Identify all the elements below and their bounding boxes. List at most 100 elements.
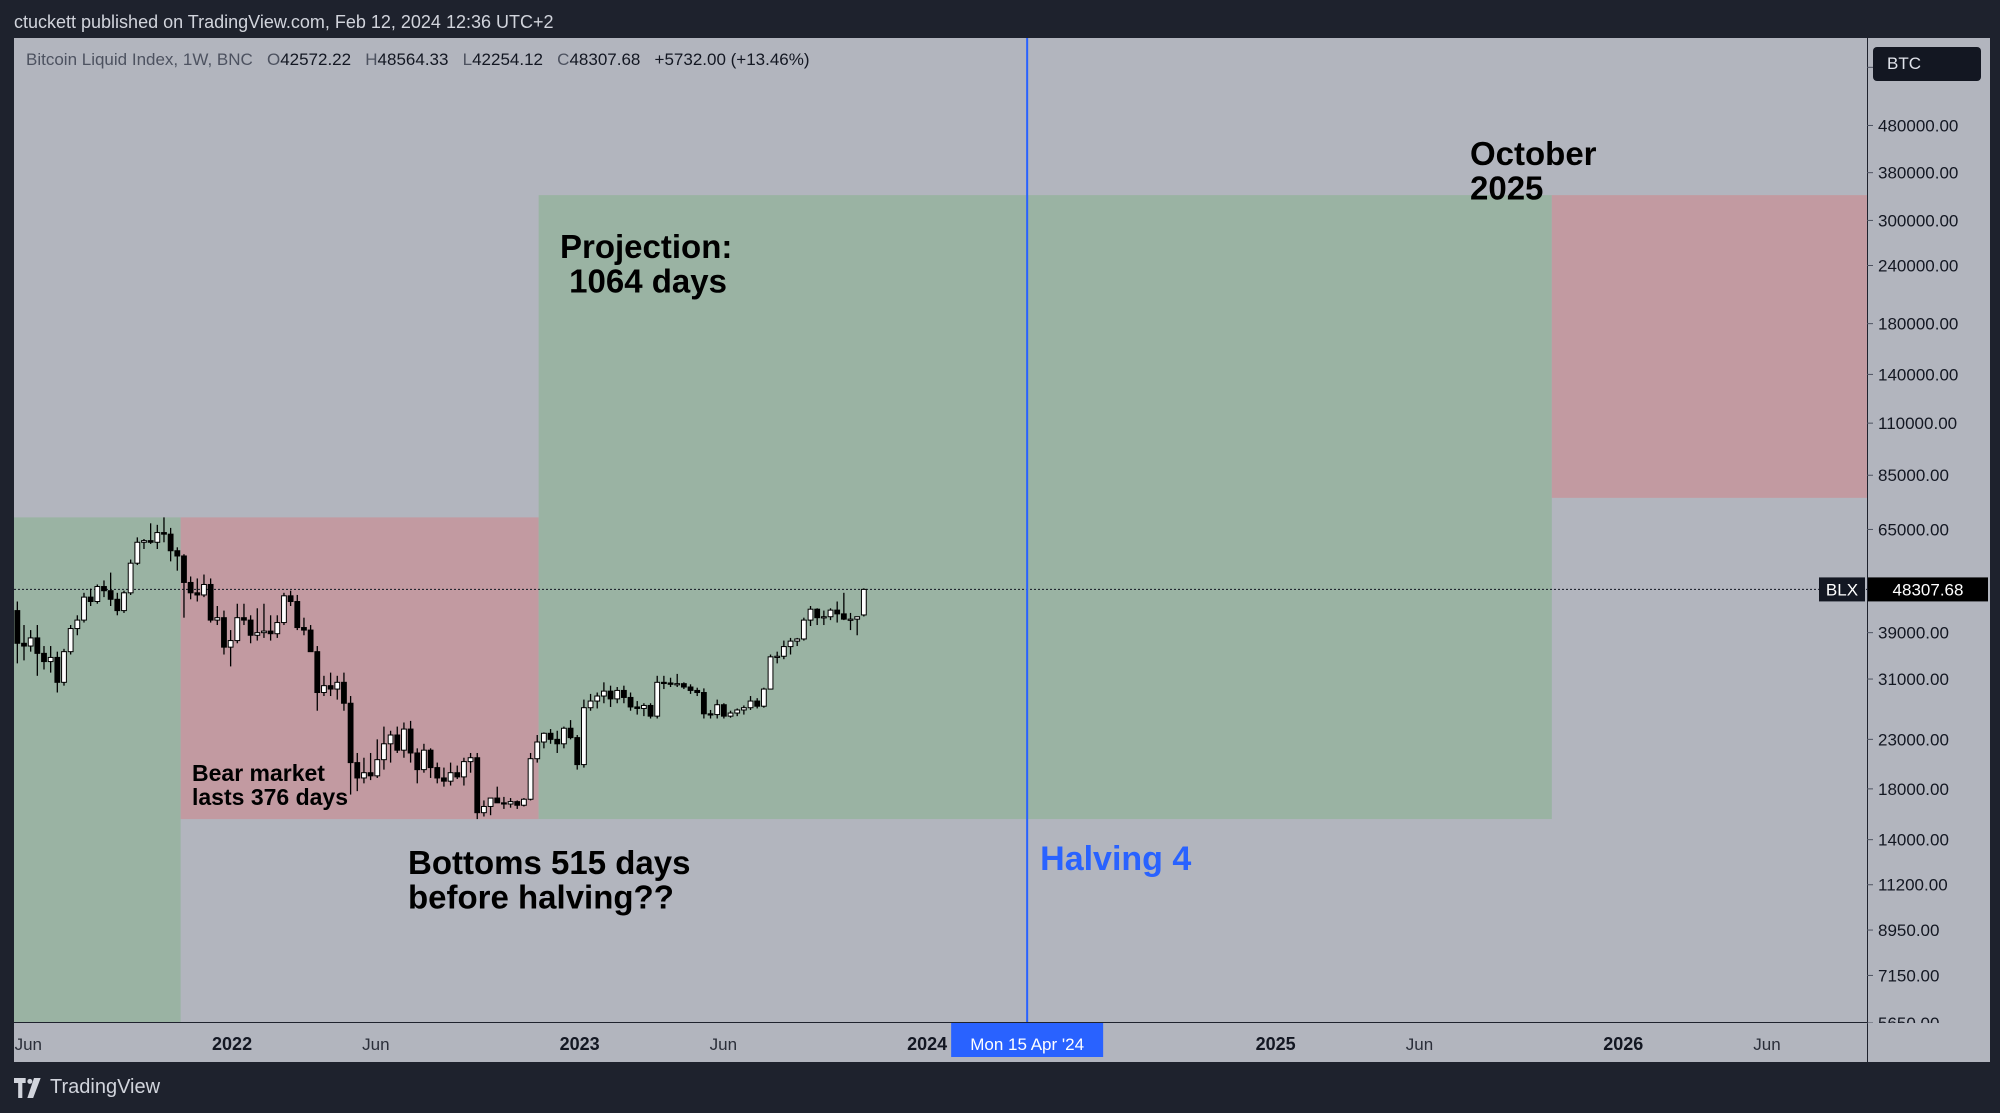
candle-body-90 (614, 689, 621, 700)
price-tick-label-4: 240000.00 (1878, 257, 1958, 276)
candle-body-85 (580, 707, 587, 766)
candles-layer (14, 517, 867, 820)
candle-body-24 (174, 550, 181, 557)
candle-body-56 (387, 734, 394, 745)
high-key: H (365, 50, 378, 69)
candle-body-13 (101, 586, 107, 592)
price-tick-label-2: 380000.00 (1878, 164, 1958, 183)
annotation-3-line-0: October (1470, 135, 1597, 172)
candle-body-66 (454, 772, 461, 778)
last-price-label: 48307.68 (1893, 580, 1964, 599)
candle-body-49 (341, 681, 347, 704)
candle-body-77 (527, 758, 534, 800)
candle-body-75 (514, 801, 521, 806)
footer: TradingView (0, 1062, 2000, 1113)
candle-body-50 (347, 702, 354, 764)
annotation-2: Bottoms 515 days before halving?? (408, 844, 690, 916)
candle-body-110 (747, 700, 754, 709)
candle-body-73 (501, 802, 507, 805)
time-axis[interactable] (14, 1023, 1867, 1062)
candle-body-43 (301, 627, 307, 631)
candle-body-89 (607, 690, 614, 700)
candle-body-113 (767, 656, 774, 690)
tradingview-wordmark: TradingView (50, 1076, 161, 1098)
candle-body-97 (660, 681, 667, 685)
time-tick-label-8: 2026 (1603, 1034, 1643, 1054)
candle-body-34 (241, 617, 247, 621)
candle-body-80 (547, 732, 554, 740)
close-value: 48307.68 (569, 50, 641, 69)
currency-badge[interactable]: BTC (1873, 47, 1981, 81)
candle-body-95 (647, 704, 654, 717)
price-chart[interactable]: Projection: 1064 days Bear market lasts 37… (0, 0, 2000, 1062)
candle-body-82 (561, 727, 567, 745)
candle-body-5 (47, 656, 54, 663)
candle-body-35 (247, 619, 254, 636)
candle-body-65 (447, 772, 454, 782)
axis-markers: BLX 48307.68 Mon 15 Apr '24 (951, 577, 1988, 1057)
time-tick-label-6: 2025 (1256, 1034, 1296, 1054)
annotation-3-line-1: 2025 (1470, 170, 1543, 207)
candle-body-83 (567, 727, 574, 739)
candle-body-39 (274, 622, 281, 635)
candle-body-108 (734, 709, 741, 714)
candle-body-40 (281, 595, 287, 624)
candle-body-9 (74, 619, 81, 630)
candle-body-59 (407, 728, 414, 754)
change-value: +5732.00 (+13.46%) (654, 50, 810, 69)
candle-body-10 (81, 596, 87, 621)
candle-body-60 (414, 752, 421, 771)
candle-body-12 (94, 586, 101, 603)
candle-body-22 (161, 532, 167, 535)
candle-body-126 (854, 616, 861, 620)
candle-body-117 (794, 638, 801, 642)
candle-body-79 (541, 732, 547, 743)
candle-body-91 (620, 689, 627, 698)
price-tick-label-8: 85000.00 (1878, 466, 1949, 485)
candle-body-45 (314, 651, 321, 694)
annotation-0: Projection: 1064 days (560, 228, 732, 300)
zone-red-3 (1551, 195, 1867, 498)
candle-body-31 (221, 617, 227, 648)
candle-body-2 (27, 637, 34, 647)
candle-body-93 (634, 706, 641, 709)
price-tick-label-15: 11200.00 (1878, 876, 1948, 895)
candle-body-124 (840, 613, 847, 620)
price-axis[interactable] (1868, 38, 1990, 1023)
annotation-0-line-1: 1064 days (560, 263, 727, 300)
candle-body-30 (214, 617, 221, 621)
price-tick-label-13: 18000.00 (1878, 780, 1949, 799)
candle-body-16 (121, 592, 127, 612)
candle-body-78 (534, 741, 541, 760)
time-ticks: Jun 2022 Jun 2023 Jun 2024 2025 Jun 2026 Jun (15, 1034, 1781, 1054)
price-tick-label-11: 31000.00 (1878, 670, 1949, 689)
candle-body-112 (760, 688, 767, 707)
candle-body-33 (234, 617, 241, 642)
candle-body-71 (487, 797, 494, 807)
candle-body-61 (421, 749, 427, 771)
candle-body-104 (707, 713, 714, 716)
low-value: 42254.12 (472, 50, 543, 69)
price-tick-label-6: 140000.00 (1878, 365, 1958, 384)
candle-body-99 (674, 683, 681, 686)
close-key: C (557, 50, 570, 69)
annotation-2-line-0: Bottoms 515 days (408, 844, 690, 881)
annotation-3: October 2025 (1470, 135, 1597, 207)
candle-body-70 (481, 805, 487, 814)
price-tick-label-14: 14000.00 (1878, 831, 1949, 850)
candle-body-81 (554, 738, 561, 745)
tradingview-logo[interactable]: TradingView (14, 1076, 160, 1099)
candle-body-3 (34, 637, 41, 654)
price-tick-label-10: 39000.00 (1878, 624, 1949, 643)
candle-body-37 (261, 630, 267, 634)
time-tick-label-9: Jun (1753, 1035, 1780, 1054)
published-by: ctuckett published on TradingView.com, F… (14, 12, 554, 32)
candle-body-62 (427, 749, 434, 769)
candle-body-52 (361, 772, 367, 779)
symbol-name: Bitcoin Liquid Index, 1W, BNC (26, 50, 253, 69)
candle-body-72 (494, 797, 501, 804)
candle-body-8 (67, 628, 74, 653)
candle-body-26 (187, 581, 194, 594)
tradingview-logo-icon (14, 1077, 41, 1098)
candle-body-116 (787, 640, 794, 648)
